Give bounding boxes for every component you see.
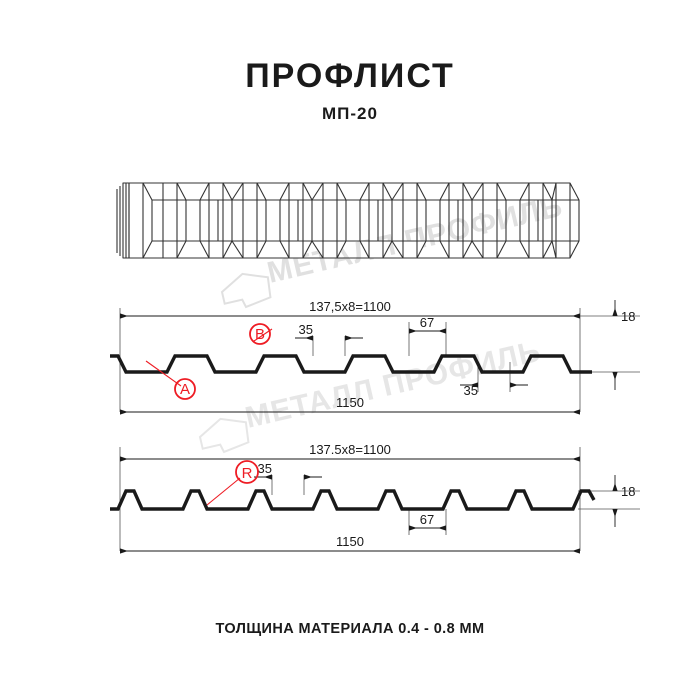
page-title: ПРОФЛИСТ	[245, 57, 455, 95]
dimension-a-top-label: 137,5x8=1100	[309, 299, 391, 314]
dimension-r-rib-label: 35	[258, 461, 272, 476]
marker-b: B	[249, 323, 273, 345]
dimension-r-height: 18	[612, 475, 635, 527]
dimension-a-valley: 67	[409, 315, 446, 334]
marker-r-label: R	[242, 465, 253, 482]
dimension-a-rib-label: 35	[299, 322, 313, 337]
dimension-a-rib: 35	[295, 322, 363, 341]
dimension-a-valley-label: 67	[420, 315, 434, 330]
dimension-a-bottom-label: 1150	[336, 395, 364, 410]
dimension-r-bottom: 1150	[120, 534, 580, 554]
extension-lines-r	[119, 447, 640, 551]
dimension-a-bottom: 1150	[120, 395, 580, 415]
page-subtitle: МП-20	[322, 104, 378, 123]
dimension-r-rib: 35	[254, 461, 322, 480]
dimension-a-rib2: 35	[460, 382, 528, 398]
section-r: 137.5x8=1100 1150 35 67 18	[110, 442, 640, 554]
dimension-r-valley-label: 67	[420, 512, 434, 527]
section-a: 137,5x8=1100 1150 35 67 35 18	[110, 299, 640, 415]
marker-a: A	[145, 360, 196, 400]
watermark-lower: МЕТАЛЛ ПРОФИЛЬ	[198, 335, 544, 454]
dimension-a-height-label: 18	[621, 309, 635, 324]
isometric-view	[116, 182, 580, 259]
watermark-text: МЕТАЛЛ ПРОФИЛЬ	[242, 335, 544, 435]
dimension-a-top: 137,5x8=1100	[120, 299, 580, 319]
dimension-r-valley: 67	[409, 512, 446, 531]
watermark-text: МЕТАЛЛ ПРОФИЛЬ	[264, 190, 566, 290]
dimension-a-height: 18	[612, 300, 635, 390]
material-thickness-note: ТОЛЩИНА МАТЕРИАЛА 0.4 - 0.8 ММ	[215, 621, 485, 637]
metall-profil-logo	[198, 417, 250, 454]
watermark-upper: МЕТАЛЛ ПРОФИЛЬ	[220, 190, 566, 309]
profile-a-path	[110, 354, 592, 374]
marker-b-label: B	[255, 326, 265, 343]
dimension-r-top: 137.5x8=1100	[120, 442, 580, 462]
metall-profil-logo	[220, 272, 272, 309]
marker-a-label: A	[180, 381, 190, 398]
profile-r-path	[110, 489, 596, 511]
dimension-r-height-label: 18	[621, 484, 635, 499]
dimension-a-rib2-label: 35	[464, 383, 478, 398]
dimension-r-top-label: 137.5x8=1100	[309, 442, 391, 457]
dimension-r-bottom-label: 1150	[336, 534, 364, 549]
marker-r: R	[206, 460, 259, 506]
